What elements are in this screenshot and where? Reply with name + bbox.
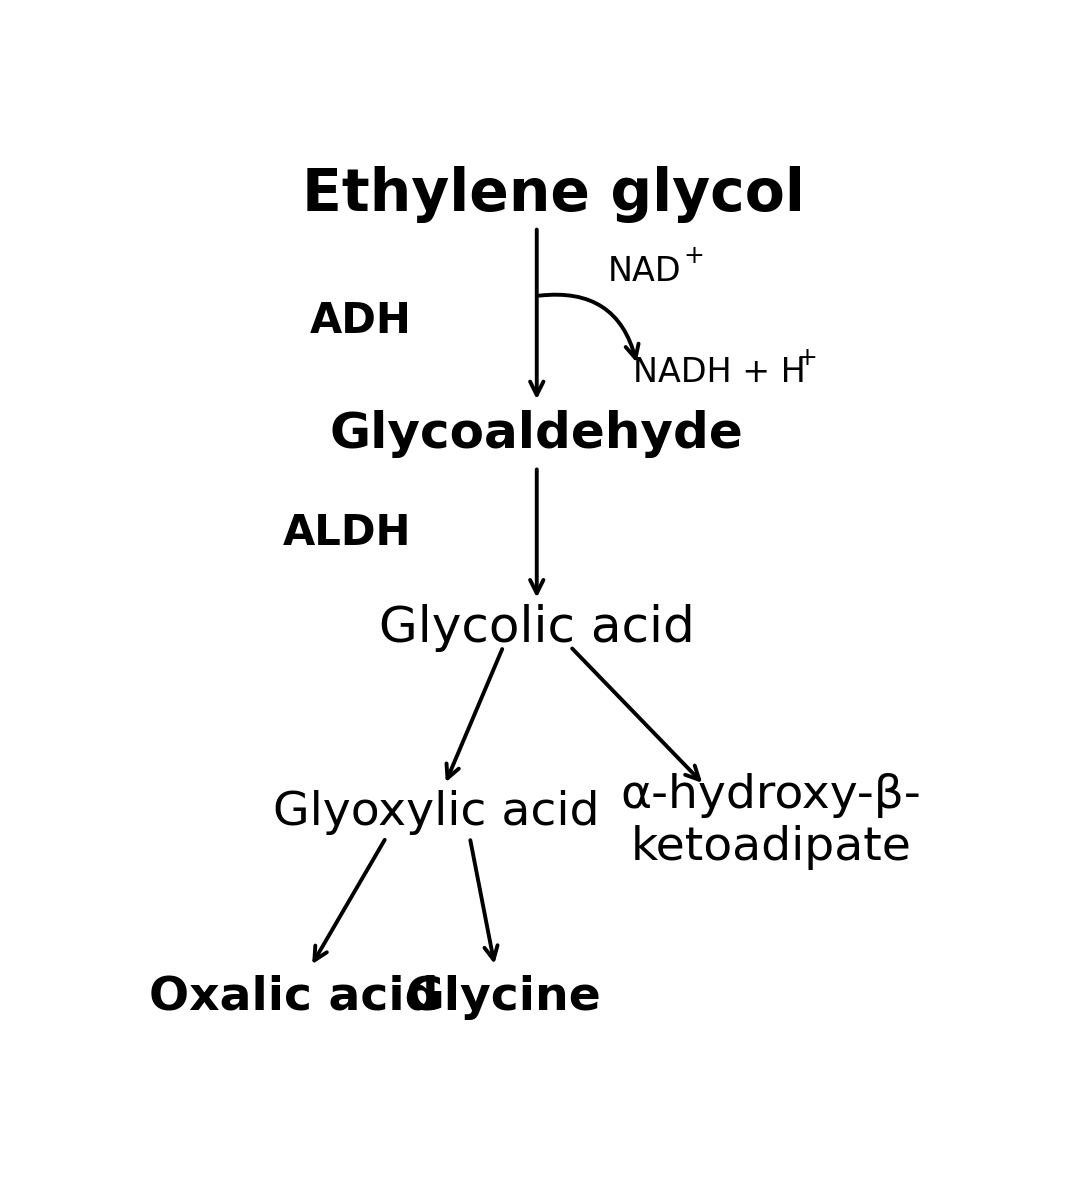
- Text: Glycolic acid: Glycolic acid: [379, 604, 694, 652]
- Text: α-hydroxy-β-
ketoadipate: α-hydroxy-β- ketoadipate: [621, 773, 921, 870]
- Text: Glycine: Glycine: [405, 974, 602, 1019]
- Text: NADH + H: NADH + H: [633, 356, 806, 389]
- Text: Glyoxylic acid: Glyoxylic acid: [273, 789, 599, 835]
- Text: Glycoaldehyde: Glycoaldehyde: [329, 411, 744, 459]
- Text: NAD: NAD: [608, 254, 681, 288]
- Text: Oxalic acid: Oxalic acid: [149, 974, 438, 1019]
- Text: +: +: [684, 244, 704, 268]
- Text: ADH: ADH: [309, 300, 411, 341]
- Text: +: +: [796, 346, 818, 370]
- Text: ALDH: ALDH: [283, 512, 411, 553]
- Text: Ethylene glycol: Ethylene glycol: [302, 167, 805, 223]
